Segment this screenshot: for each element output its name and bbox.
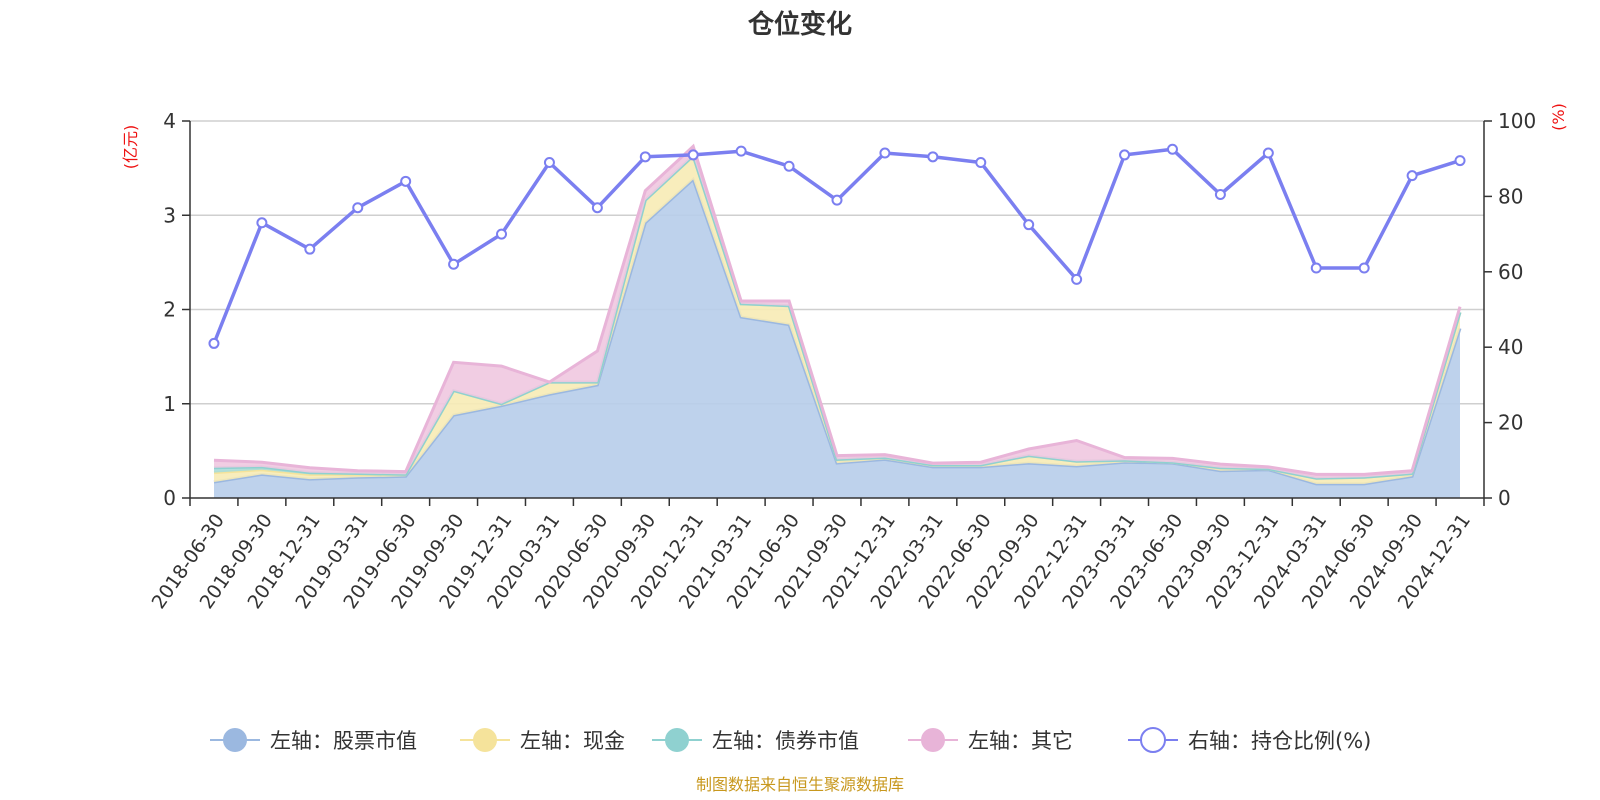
- grid-lines: [190, 120, 1484, 405]
- legend-label-1: 左轴：现金: [520, 729, 625, 753]
- line-point-10: [687, 149, 699, 161]
- line-point-19: [1119, 149, 1131, 161]
- line-point-26: [1454, 155, 1466, 167]
- area-series-edge-0: [213, 176, 1462, 486]
- line-point-17: [1023, 219, 1035, 231]
- source-note: 制图数据来自恒生聚源数据库: [696, 775, 904, 794]
- line-point-20: [1166, 143, 1178, 155]
- line-point-14: [879, 147, 891, 159]
- legend-label-2: 左轴：债券市值: [712, 729, 859, 753]
- left-tick-label-0: 0: [163, 486, 176, 510]
- area-series-edge-3: [213, 143, 1462, 476]
- line-point-1: [256, 217, 268, 229]
- legend-marker-0: [223, 728, 247, 752]
- line-point-6: [496, 228, 508, 240]
- legend-marker-2: [665, 728, 689, 752]
- line-point-3: [352, 202, 364, 214]
- line-point-4: [400, 175, 412, 187]
- left-axis-unit: (亿元): [121, 125, 140, 170]
- axes: 01234020406080100(亿元)(%)2018-06-302018-0…: [121, 103, 1568, 613]
- stacked-areas: [213, 143, 1462, 498]
- line-point-7: [543, 156, 555, 168]
- legend-marker-1: [473, 728, 497, 752]
- line-point-2: [304, 243, 316, 255]
- line-point-12: [783, 160, 795, 172]
- line-point-18: [1071, 273, 1083, 285]
- line-point-0: [208, 337, 220, 349]
- line-point-16: [975, 156, 987, 168]
- legend-label-4: 右轴：持仓比例(%): [1188, 729, 1371, 753]
- area-series-0: [214, 179, 1460, 498]
- legend-label-3: 左轴：其它: [968, 729, 1073, 753]
- left-tick-label-4: 4: [163, 109, 176, 133]
- right-tick-label-2: 40: [1498, 335, 1523, 359]
- left-tick-label-1: 1: [163, 392, 176, 416]
- right-tick-label-1: 20: [1498, 411, 1523, 435]
- legend: 左轴：股票市值 左轴：现金 左轴：债券市值 左轴：其它 右轴：持仓比例(%): [210, 727, 1371, 753]
- right-tick-label-5: 100: [1498, 109, 1536, 133]
- line-point-22: [1262, 147, 1274, 159]
- line-point-9: [639, 151, 651, 163]
- right-axis-unit: (%): [1549, 103, 1568, 131]
- ratio-line: [208, 143, 1466, 349]
- line-point-8: [591, 202, 603, 214]
- legend-marker-3: [921, 728, 945, 752]
- chart-title: 仓位变化: [747, 9, 852, 40]
- right-tick-label-3: 60: [1498, 260, 1523, 284]
- line-point-15: [927, 151, 939, 163]
- line-point-25: [1406, 170, 1418, 182]
- line-point-21: [1214, 189, 1226, 201]
- line-point-5: [448, 258, 460, 270]
- right-tick-label-0: 0: [1498, 486, 1511, 510]
- legend-label-0: 左轴：股票市值: [270, 729, 417, 753]
- line-point-24: [1358, 262, 1370, 274]
- line-point-13: [831, 194, 843, 206]
- line-point-11: [735, 145, 747, 157]
- left-tick-label-2: 2: [163, 298, 176, 322]
- right-tick-label-4: 80: [1498, 184, 1523, 208]
- line-series-0: [212, 147, 1461, 345]
- line-point-23: [1310, 262, 1322, 274]
- left-tick-label-3: 3: [163, 203, 176, 227]
- legend-marker-4: [1140, 727, 1166, 753]
